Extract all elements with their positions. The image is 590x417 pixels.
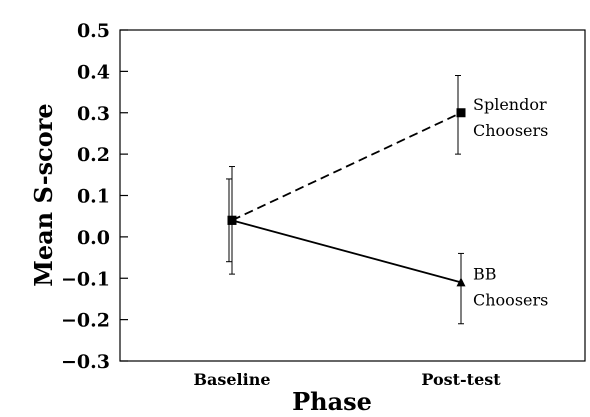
- series-1: Splendor Choosers: [226, 75, 548, 263]
- x-category-label: Baseline: [193, 370, 270, 389]
- y-axis: 0.5 0.4 0.3 0.2 0.1 0.0 −0.1 −0.2 −0.3: [61, 20, 128, 373]
- plot-area-frame: [119, 29, 586, 362]
- data-point-square: [456, 108, 466, 118]
- data-point-triangle: [456, 277, 466, 287]
- x-axis-title: Phase: [292, 387, 372, 416]
- y-tick-label: 0.1: [77, 186, 110, 208]
- y-axis-title: Mean S-score: [29, 103, 58, 286]
- series-label: Splendor: [473, 95, 547, 114]
- x-axis: Baseline Post-test: [193, 370, 501, 389]
- series-label: BB: [473, 264, 497, 283]
- series-line: [231, 219, 462, 284]
- y-tick-label: −0.3: [61, 351, 110, 373]
- x-category-label: Post-test: [421, 370, 501, 389]
- y-tick-label: −0.2: [61, 310, 110, 332]
- y-tick-label: −0.1: [61, 268, 110, 290]
- series-line: [231, 111, 462, 222]
- series-label: Choosers: [473, 121, 548, 140]
- series-layer: Splendor Choosers BB Choosers: [226, 75, 548, 325]
- y-tick-label: 0.3: [77, 103, 110, 125]
- y-tick-label: 0.0: [77, 227, 110, 249]
- series-2: BB Choosers: [227, 166, 548, 325]
- series-label: Choosers: [473, 290, 548, 309]
- y-tick-label: 0.5: [77, 20, 110, 42]
- y-tick-label: 0.4: [77, 61, 110, 83]
- data-point-square: [227, 215, 237, 225]
- y-tick-label: 0.2: [77, 144, 110, 166]
